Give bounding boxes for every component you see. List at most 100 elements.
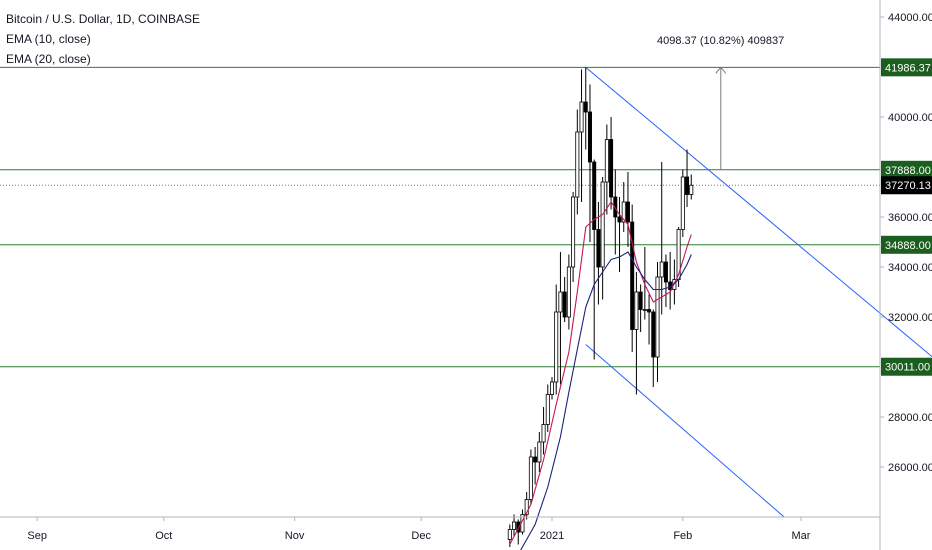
candle-body: [562, 291, 567, 318]
candle-body: [685, 176, 690, 195]
level-badge-label: 30011.00: [885, 362, 930, 374]
candle-body: [537, 441, 542, 463]
level-badge-30011.00: [881, 357, 932, 376]
candle-body: [571, 196, 576, 268]
candle-body: [554, 311, 559, 383]
candle: [528, 449, 533, 505]
candle-body: [625, 201, 630, 223]
x-tick-label-nov: Nov: [285, 530, 305, 542]
candle-body: [647, 309, 652, 313]
candle: [533, 447, 538, 485]
candle-body: [651, 311, 656, 358]
candle: [630, 204, 635, 352]
candle: [651, 309, 656, 387]
level-badge-37888.00: [881, 160, 932, 179]
candle: [554, 284, 559, 395]
candle: [647, 294, 652, 345]
candle-body: [592, 161, 597, 230]
candle: [571, 192, 576, 282]
price-badges: 41986.37 37888.00 34888.00 30011.00 37270.13: [881, 58, 932, 376]
x-tick-label-2021: 2021: [540, 530, 564, 542]
ema20-line: [520, 251, 692, 550]
candle-body: [566, 266, 571, 318]
level-badge-34888.00: [881, 235, 932, 254]
candle: [638, 284, 643, 332]
candle-body: [528, 456, 533, 500]
y-tick-label: 44000.00: [888, 12, 932, 24]
x-tick-label-sep: Sep: [27, 530, 47, 542]
candle: [592, 159, 597, 360]
candle-body: [638, 291, 643, 310]
candle: [583, 67, 588, 150]
last-price-label: 37270.13: [885, 180, 931, 192]
channel-line-2[interactable]: [585, 344, 785, 518]
legend-symbol[interactable]: Bitcoin / U.S. Dollar, 1D, COINBASE: [6, 12, 201, 26]
candle-body: [689, 184, 694, 195]
channel-line-1[interactable]: [585, 66, 932, 367]
y-tick-label: 34000.00: [888, 262, 932, 274]
candle: [625, 172, 630, 247]
candle: [579, 69, 584, 202]
candle-body: [630, 221, 635, 330]
channel-lines[interactable]: [585, 66, 932, 518]
candle: [685, 149, 690, 207]
candle-body: [524, 499, 529, 515]
legend-ema10[interactable]: EMA (10, close): [6, 32, 91, 46]
candle-body: [587, 111, 592, 163]
measure-label: 4098.37 (10.82%) 409837: [657, 35, 785, 47]
level-badge-41986.37: [881, 58, 932, 77]
candlesticks: [507, 67, 694, 547]
candle: [566, 254, 571, 330]
candle: [562, 277, 567, 322]
candle: [545, 384, 550, 432]
candle: [507, 524, 512, 547]
candle-body: [541, 424, 546, 443]
candle-body: [655, 276, 660, 358]
chart-legend: Bitcoin / U.S. Dollar, 1D, COINBASE EMA …: [6, 9, 200, 69]
candle-body: [621, 201, 626, 223]
candle: [596, 202, 601, 305]
candle-body: [617, 216, 622, 223]
candle-body: [604, 139, 609, 183]
price-range-measure[interactable]: [715, 66, 727, 170]
candle-body: [613, 196, 618, 218]
candle-body: [512, 521, 517, 530]
x-tick-label-mar: Mar: [792, 530, 811, 542]
candle-body: [533, 456, 538, 463]
x-tick-label-feb: Feb: [673, 530, 692, 542]
measure-arrowhead: [715, 66, 727, 74]
level-badge-label: 41986.37: [885, 62, 931, 74]
candle-body: [600, 181, 605, 268]
y-tick-label: 40000.00: [888, 112, 932, 124]
candle: [604, 124, 609, 215]
candle: [512, 514, 517, 537]
y-tick-label: 28000.00: [888, 412, 932, 424]
x-tick-label-oct: Oct: [155, 530, 172, 542]
candle-body: [516, 521, 521, 533]
candle-body: [663, 261, 668, 283]
candle: [668, 252, 673, 310]
candle-body: [680, 176, 685, 230]
candle: [634, 272, 639, 395]
candle: [689, 174, 694, 200]
x-tick-label-dec: Dec: [411, 530, 431, 542]
ema10-line: [509, 201, 692, 545]
candle-body: [634, 291, 639, 330]
level-badge-label: 34888.00: [885, 240, 931, 252]
candle: [655, 262, 660, 382]
candle-body: [583, 101, 588, 113]
candle: [558, 252, 563, 385]
y-tick-label: 26000.00: [888, 462, 932, 474]
candle: [537, 432, 542, 472]
legend-ema20[interactable]: EMA (20, close): [6, 52, 91, 66]
candle-body: [550, 381, 555, 395]
horizontal-levels[interactable]: [0, 66, 880, 368]
candle-body: [579, 101, 584, 133]
candle: [663, 254, 668, 307]
level-badge-label: 37888.00: [885, 165, 931, 177]
candle-body: [596, 229, 601, 268]
y-tick-label: 32000.00: [888, 312, 932, 324]
candle: [575, 109, 580, 215]
